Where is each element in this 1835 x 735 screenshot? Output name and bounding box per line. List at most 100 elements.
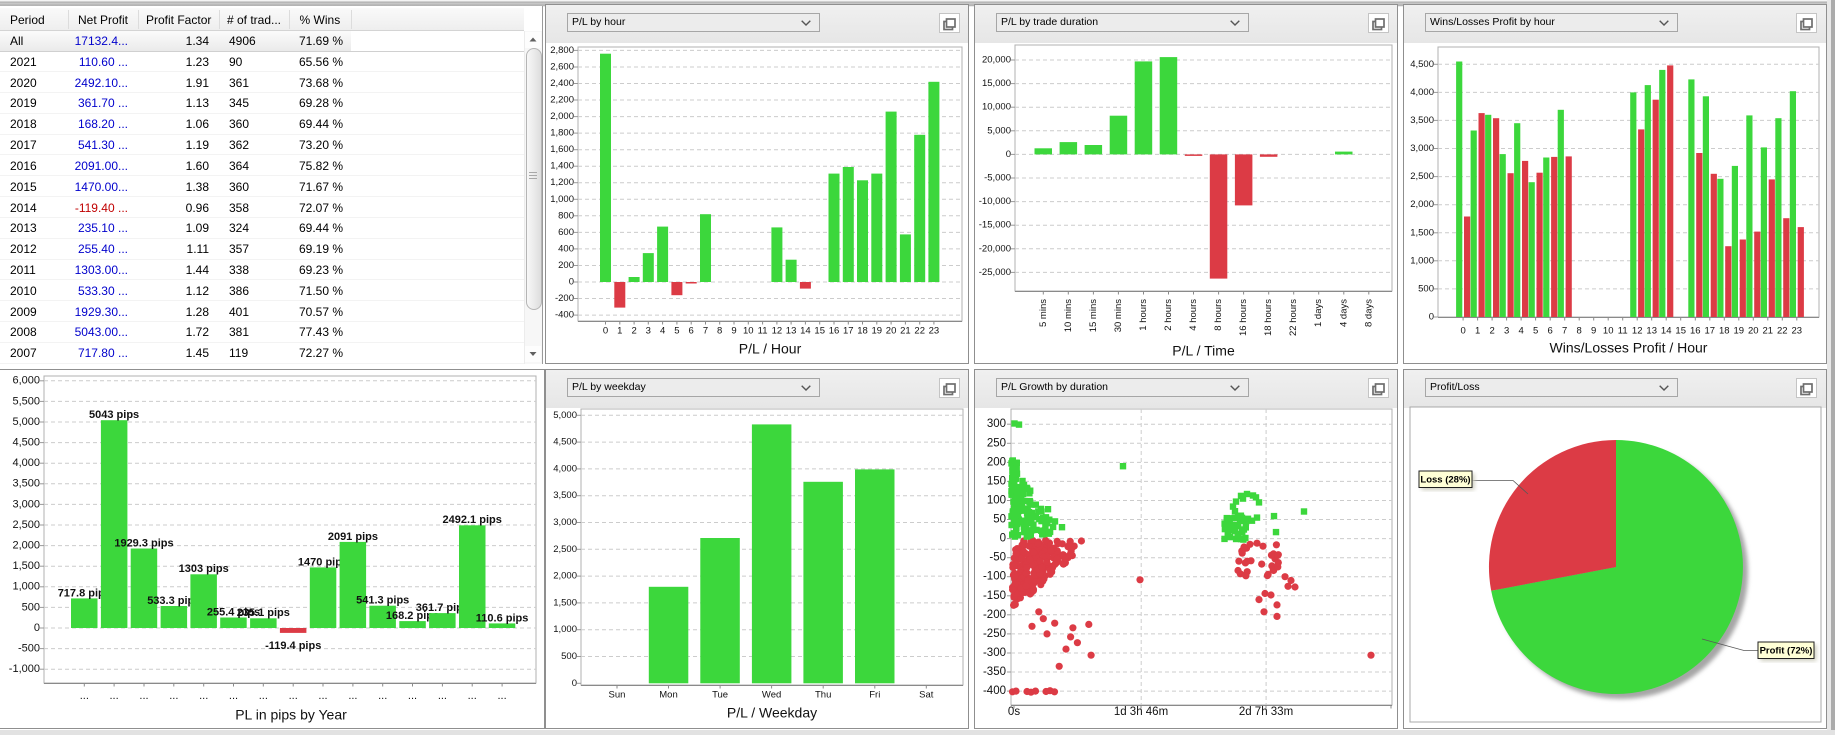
svg-text:10,000: 10,000	[982, 102, 1011, 113]
svg-text:4 days: 4 days	[1338, 299, 1349, 327]
svg-text:-10,000: -10,000	[979, 196, 1011, 207]
svg-text:14: 14	[800, 326, 811, 337]
svg-text:4,000: 4,000	[12, 457, 40, 469]
svg-text:8 hours: 8 hours	[1213, 299, 1224, 331]
svg-text:4: 4	[1518, 326, 1523, 337]
svg-text:0: 0	[1006, 149, 1011, 160]
svg-text:533.3 pips: 533.3 pips	[147, 595, 200, 607]
svg-text:22: 22	[1777, 326, 1788, 337]
svg-text:1,500: 1,500	[12, 560, 40, 572]
svg-text:...: ...	[80, 690, 89, 702]
svg-text:...: ...	[438, 690, 447, 702]
svg-text:3,000: 3,000	[1410, 143, 1434, 154]
svg-text:2,000: 2,000	[550, 111, 574, 122]
svg-text:0s: 0s	[1008, 706, 1020, 718]
svg-text:1,800: 1,800	[550, 128, 574, 139]
svg-text:Tue: Tue	[712, 690, 728, 701]
svg-text:2492.1 pips: 2492.1 pips	[443, 514, 502, 526]
svg-text:5,000: 5,000	[12, 416, 40, 428]
svg-text:-200: -200	[555, 293, 574, 304]
svg-text:6,000: 6,000	[12, 375, 40, 387]
svg-text:2: 2	[1489, 326, 1494, 337]
svg-text:16 hours: 16 hours	[1238, 299, 1249, 336]
svg-text:...: ...	[229, 690, 238, 702]
svg-text:11: 11	[1618, 326, 1628, 337]
svg-text:2 hours: 2 hours	[1163, 299, 1174, 331]
svg-text:Mon: Mon	[659, 690, 677, 701]
svg-text:361.7 pips: 361.7 pips	[416, 602, 469, 614]
svg-text:0: 0	[603, 326, 608, 337]
svg-text:1,500: 1,500	[553, 597, 577, 608]
svg-text:1,600: 1,600	[550, 144, 574, 155]
svg-text:7: 7	[703, 326, 708, 337]
svg-text:...: ...	[378, 690, 387, 702]
svg-text:...: ...	[259, 690, 268, 702]
svg-text:...: ...	[169, 690, 178, 702]
svg-text:10: 10	[743, 326, 754, 337]
svg-text:4: 4	[660, 326, 665, 337]
svg-text:13: 13	[786, 326, 797, 337]
svg-text:-25,000: -25,000	[979, 267, 1011, 278]
svg-text:9: 9	[1591, 326, 1596, 337]
svg-text:P/L / Hour: P/L / Hour	[739, 341, 802, 357]
svg-text:Wed: Wed	[762, 690, 781, 701]
svg-text:2,200: 2,200	[550, 95, 574, 106]
svg-text:717.8 pips: 717.8 pips	[58, 587, 111, 599]
svg-text:8: 8	[717, 326, 722, 337]
svg-text:1 days: 1 days	[1313, 299, 1324, 327]
svg-text:-20,000: -20,000	[979, 243, 1011, 254]
svg-text:...: ...	[139, 690, 148, 702]
svg-text:17: 17	[1705, 326, 1716, 337]
svg-text:150: 150	[987, 475, 1006, 487]
svg-text:-250: -250	[983, 628, 1006, 640]
svg-text:0: 0	[569, 277, 574, 288]
svg-text:4,500: 4,500	[1410, 59, 1434, 70]
svg-text:3,500: 3,500	[553, 490, 577, 501]
svg-text:3: 3	[1504, 326, 1509, 337]
svg-text:3: 3	[646, 326, 651, 337]
svg-text:...: ...	[289, 690, 298, 702]
svg-text:500: 500	[1418, 283, 1434, 294]
svg-text:2,600: 2,600	[550, 62, 574, 73]
svg-text:30 mins: 30 mins	[1113, 299, 1124, 333]
svg-text:235.1 pips: 235.1 pips	[237, 607, 290, 619]
svg-text:20: 20	[1748, 326, 1759, 337]
svg-text:800: 800	[558, 210, 574, 221]
svg-text:3,500: 3,500	[12, 478, 40, 490]
svg-text:...: ...	[318, 690, 327, 702]
svg-text:Sun: Sun	[609, 690, 626, 701]
svg-text:Sat: Sat	[919, 690, 934, 701]
svg-text:500: 500	[561, 651, 577, 662]
svg-text:0: 0	[1429, 312, 1434, 323]
svg-text:1 hours: 1 hours	[1138, 299, 1149, 331]
svg-text:4,500: 4,500	[12, 437, 40, 449]
svg-text:5: 5	[1533, 326, 1538, 337]
svg-text:21: 21	[1763, 326, 1774, 337]
svg-text:0: 0	[1000, 533, 1006, 545]
svg-text:5 mins: 5 mins	[1038, 299, 1049, 327]
svg-text:1,000: 1,000	[1410, 255, 1434, 266]
svg-text:3,500: 3,500	[1410, 115, 1434, 126]
svg-text:...: ...	[199, 690, 208, 702]
svg-text:1,500: 1,500	[1410, 227, 1434, 238]
svg-text:Profit (72%): Profit (72%)	[1760, 645, 1813, 656]
svg-text:1,200: 1,200	[550, 177, 574, 188]
svg-text:5,500: 5,500	[12, 395, 40, 407]
svg-text:20,000: 20,000	[982, 55, 1011, 66]
svg-text:2,800: 2,800	[550, 45, 574, 56]
svg-text:3,000: 3,000	[12, 498, 40, 510]
svg-text:2,500: 2,500	[1410, 171, 1434, 182]
svg-text:-150: -150	[983, 590, 1006, 602]
svg-text:250: 250	[987, 437, 1006, 449]
svg-text:2,000: 2,000	[12, 540, 40, 552]
svg-text:23: 23	[1792, 326, 1803, 337]
svg-text:20: 20	[886, 326, 897, 337]
svg-text:1,000: 1,000	[550, 194, 574, 205]
svg-text:17: 17	[843, 326, 854, 337]
svg-text:8: 8	[1577, 326, 1582, 337]
svg-text:1929.3 pips: 1929.3 pips	[114, 537, 173, 549]
svg-text:...: ...	[110, 690, 119, 702]
svg-text:6: 6	[689, 326, 694, 337]
svg-text:12: 12	[1632, 326, 1643, 337]
svg-text:16: 16	[1690, 326, 1701, 337]
